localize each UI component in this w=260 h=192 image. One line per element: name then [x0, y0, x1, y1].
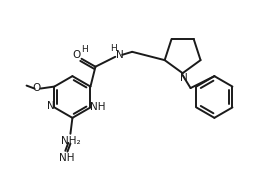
Text: NH: NH: [59, 153, 74, 163]
Text: N: N: [47, 101, 54, 111]
Text: N: N: [116, 50, 124, 60]
Text: H: H: [110, 44, 117, 53]
Text: NH₂: NH₂: [61, 136, 80, 146]
Text: NH: NH: [90, 102, 105, 113]
Text: O: O: [32, 83, 41, 93]
Text: N: N: [180, 73, 187, 83]
Text: H: H: [81, 45, 88, 54]
Text: O: O: [73, 50, 81, 60]
